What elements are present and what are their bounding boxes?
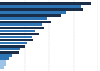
Bar <box>0 30 35 32</box>
Bar <box>0 60 6 63</box>
Bar <box>0 17 47 20</box>
Bar <box>0 23 42 26</box>
Bar <box>0 54 12 57</box>
Bar <box>0 2 91 5</box>
Bar <box>0 39 33 41</box>
Bar <box>0 66 4 69</box>
Bar <box>0 14 61 17</box>
Bar <box>0 21 52 23</box>
Bar <box>0 63 6 66</box>
Bar <box>0 45 26 48</box>
Bar <box>0 51 19 54</box>
Bar <box>0 33 39 35</box>
Bar <box>0 8 83 11</box>
Bar <box>0 48 20 50</box>
Bar <box>0 57 9 60</box>
Bar <box>0 42 27 44</box>
Bar <box>0 27 44 29</box>
Bar <box>0 36 32 38</box>
Bar <box>0 11 66 14</box>
Bar <box>0 5 81 8</box>
